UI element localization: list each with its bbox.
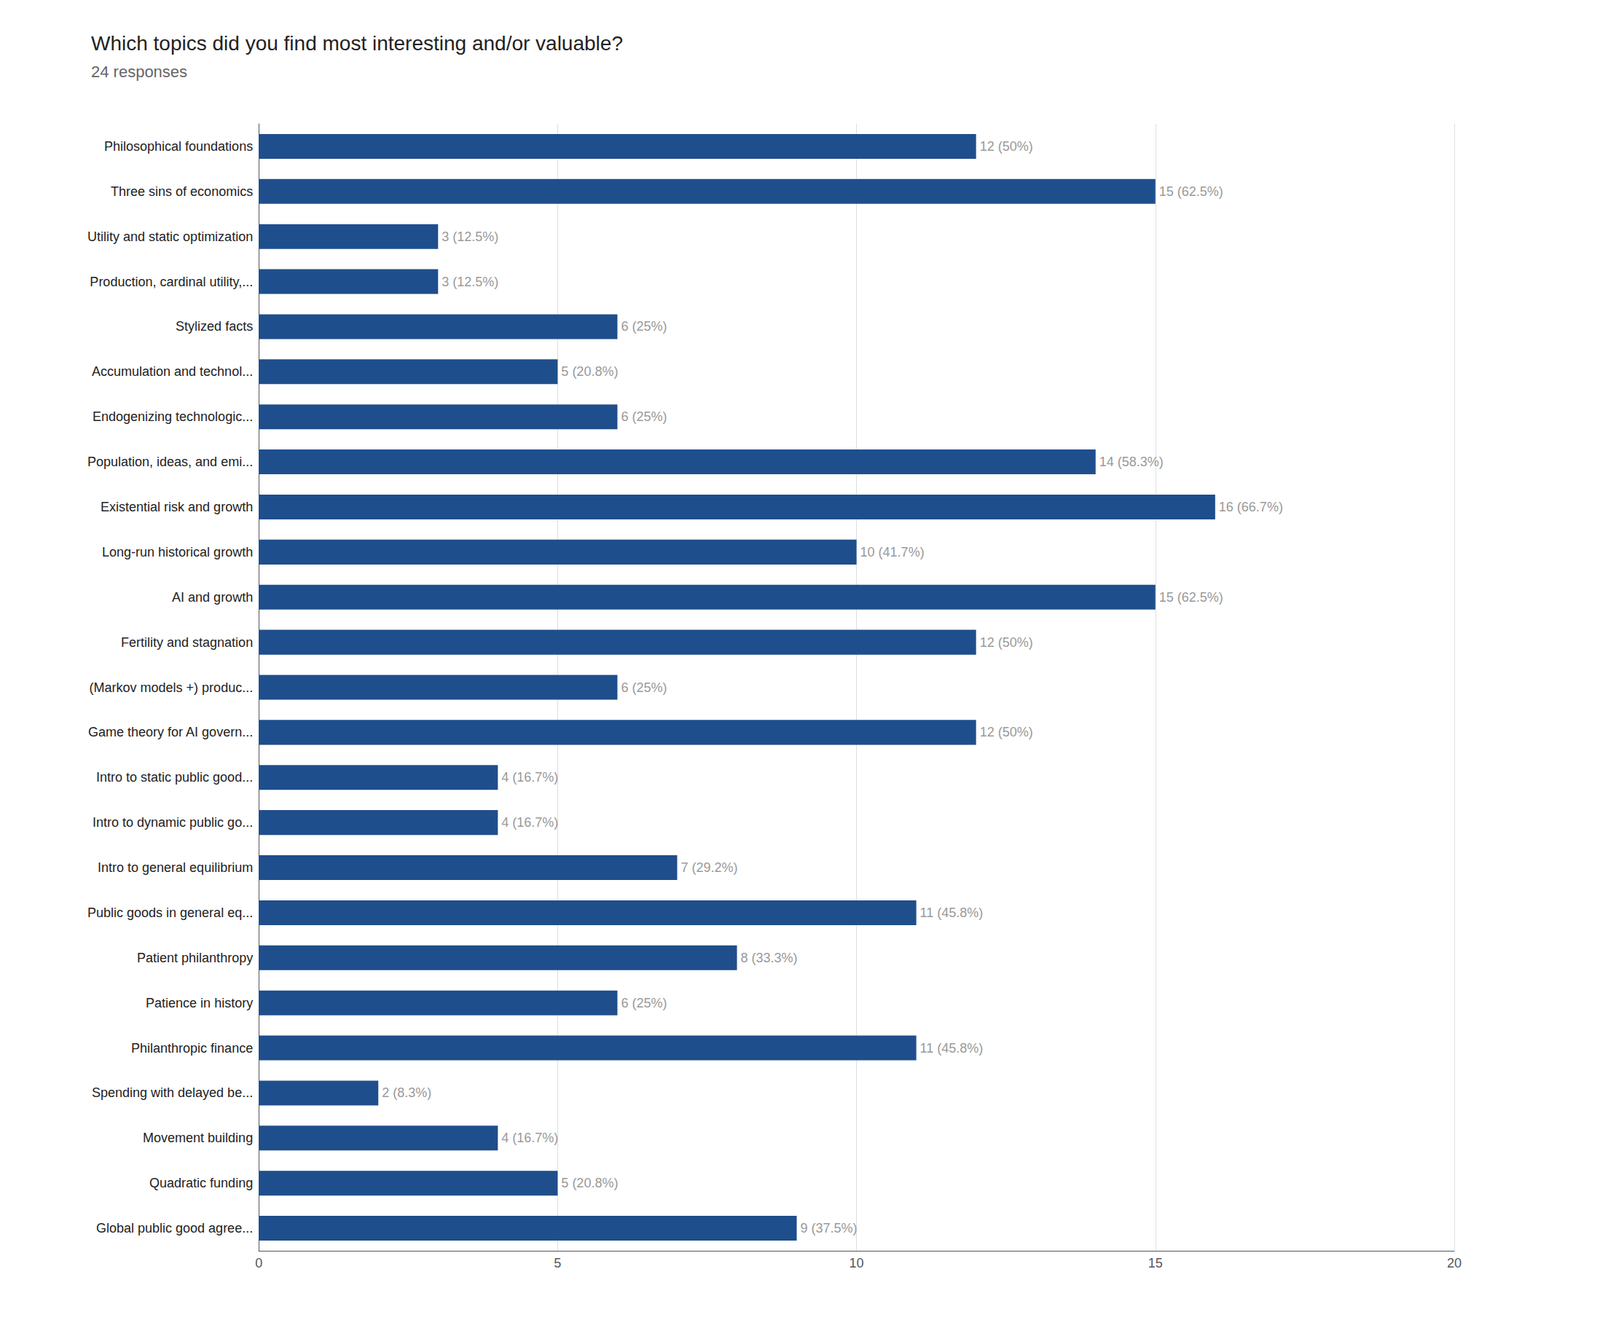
svg-text:9 (37.5%): 9 (37.5%) xyxy=(800,1221,858,1236)
svg-text:Accumulation and technol...: Accumulation and technol... xyxy=(91,364,253,379)
svg-text:6 (25%): 6 (25%) xyxy=(620,319,667,334)
svg-text:Endogenizing technologic...: Endogenizing technologic... xyxy=(92,409,253,425)
svg-text:Fertility and stagnation: Fertility and stagnation xyxy=(120,635,253,650)
svg-text:Stylized facts: Stylized facts xyxy=(175,319,253,334)
svg-text:Population, ideas, and emi...: Population, ideas, and emi... xyxy=(87,454,253,470)
svg-text:12 (50%): 12 (50%) xyxy=(979,724,1034,740)
svg-text:Intro to dynamic public go...: Intro to dynamic public go... xyxy=(92,815,253,830)
svg-text:4 (16.7%): 4 (16.7%) xyxy=(501,770,559,785)
svg-text:Three sins of economics: Three sins of economics xyxy=(110,184,253,199)
svg-text:24 responses: 24 responses xyxy=(91,62,188,81)
svg-text:Global public good agree...: Global public good agree... xyxy=(96,1221,253,1236)
svg-text:4 (16.7%): 4 (16.7%) xyxy=(501,815,559,830)
svg-text:15 (62.5%): 15 (62.5%) xyxy=(1159,184,1224,199)
svg-text:Patient philanthropy: Patient philanthropy xyxy=(136,950,253,966)
svg-text:6 (25%): 6 (25%) xyxy=(620,680,667,696)
svg-text:11 (45.8%): 11 (45.8%) xyxy=(920,1041,984,1056)
svg-text:Utility and static optimizatio: Utility and static optimization xyxy=(87,229,253,245)
svg-text:Production, cardinal utility,.: Production, cardinal utility,... xyxy=(89,274,253,290)
svg-text:Intro to general equilibrium: Intro to general equilibrium xyxy=(97,860,253,876)
svg-text:Existential risk and growth: Existential risk and growth xyxy=(100,499,253,515)
svg-text:2 (8.3%): 2 (8.3%) xyxy=(381,1085,432,1101)
svg-text:10 (41.7%): 10 (41.7%) xyxy=(860,544,925,560)
svg-text:16 (66.7%): 16 (66.7%) xyxy=(1218,499,1284,515)
svg-text:7 (29.2%): 7 (29.2%) xyxy=(680,860,738,876)
svg-text:10: 10 xyxy=(849,1256,865,1271)
svg-text:Game theory for AI govern...: Game theory for AI govern... xyxy=(88,724,253,740)
svg-text:5 (20.8%): 5 (20.8%) xyxy=(561,364,618,379)
svg-text:AI and growth: AI and growth xyxy=(171,590,253,605)
svg-text:Quadratic funding: Quadratic funding xyxy=(149,1175,253,1191)
svg-text:15: 15 xyxy=(1148,1256,1163,1271)
svg-text:Spending with delayed be...: Spending with delayed be... xyxy=(91,1085,253,1101)
svg-text:6 (25%): 6 (25%) xyxy=(620,995,667,1011)
svg-text:15 (62.5%): 15 (62.5%) xyxy=(1159,590,1224,605)
svg-text:Philanthropic finance: Philanthropic finance xyxy=(131,1041,253,1056)
svg-text:Patience in history: Patience in history xyxy=(145,995,253,1011)
svg-text:5 (20.8%): 5 (20.8%) xyxy=(561,1175,618,1191)
svg-text:4 (16.7%): 4 (16.7%) xyxy=(501,1130,559,1146)
svg-text:8 (33.3%): 8 (33.3%) xyxy=(740,950,798,966)
svg-text:Intro to static public good...: Intro to static public good... xyxy=(96,770,253,785)
svg-text:3 (12.5%): 3 (12.5%) xyxy=(441,274,499,290)
svg-text:12 (50%): 12 (50%) xyxy=(979,635,1034,650)
svg-text:12 (50%): 12 (50%) xyxy=(979,139,1034,154)
svg-text:6 (25%): 6 (25%) xyxy=(620,409,667,425)
svg-text:5: 5 xyxy=(553,1256,562,1271)
svg-text:Which topics did you find most: Which topics did you find most interesti… xyxy=(91,32,623,55)
svg-text:14 (58.3%): 14 (58.3%) xyxy=(1099,454,1164,470)
svg-text:20: 20 xyxy=(1446,1256,1462,1271)
svg-text:Public goods in general eq...: Public goods in general eq... xyxy=(87,905,253,921)
svg-text:11 (45.8%): 11 (45.8%) xyxy=(920,905,984,921)
svg-text:3 (12.5%): 3 (12.5%) xyxy=(441,229,499,245)
svg-text:Movement building: Movement building xyxy=(142,1130,253,1146)
svg-text:Long-run historical growth: Long-run historical growth xyxy=(102,544,253,560)
svg-text:0: 0 xyxy=(255,1256,263,1271)
svg-text:Philosophical foundations: Philosophical foundations xyxy=(104,139,253,154)
svg-text:(Markov models +) produc...: (Markov models +) produc... xyxy=(89,680,254,696)
